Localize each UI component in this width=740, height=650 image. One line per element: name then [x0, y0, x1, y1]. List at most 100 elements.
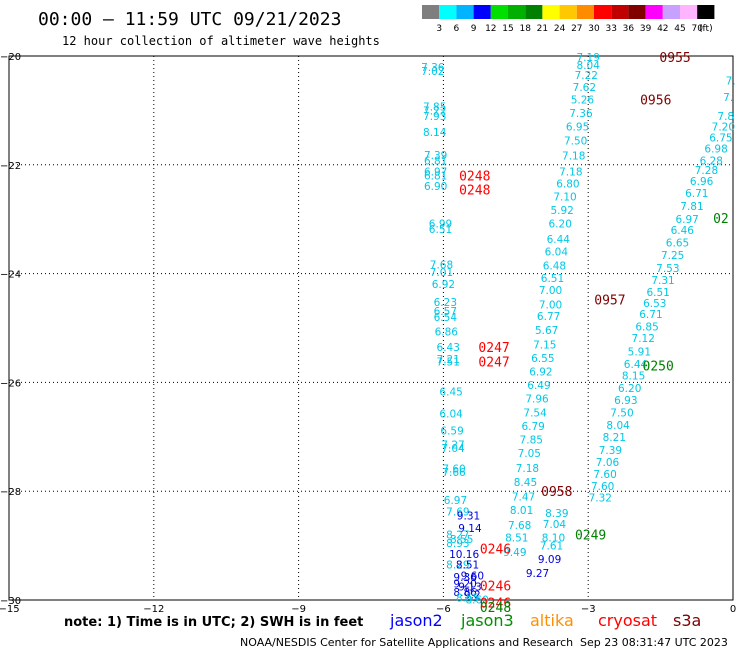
- x-tick-label: −6: [436, 604, 451, 615]
- wave-height-label: 6.92: [529, 367, 552, 379]
- wave-height-label: 6.90: [424, 181, 447, 193]
- color-scale-legend: 3 6 9 12 15 18 21 24 27 30 33 36 39 42 45 70(ft): [422, 5, 715, 34]
- wave-height-label: 6.28: [700, 155, 723, 167]
- wave-height-label: 7.12: [632, 333, 655, 345]
- wave-height-label: 8.21: [603, 432, 626, 444]
- wave-height-label: 9.60: [461, 571, 484, 583]
- wave-height-label: 7.66: [442, 467, 466, 479]
- wave-height-label: 7.10: [553, 191, 576, 203]
- wave-height-label: 7.96: [525, 394, 549, 406]
- wave-height-label: 8.15: [622, 370, 645, 382]
- wave-height-label: 6.44: [624, 359, 648, 371]
- wave-height-label: 5.67: [535, 325, 558, 337]
- wave-height-label: 6.71: [685, 188, 708, 200]
- legend-label: 27: [571, 24, 582, 34]
- wave-height-label: 7.47: [512, 492, 535, 504]
- wave-height-label: 6.46: [671, 225, 695, 237]
- y-tick-label: −30: [0, 596, 21, 607]
- wave-height-label: 6.98: [704, 143, 727, 155]
- wave-height-label: 9.20: [453, 579, 476, 591]
- legend-swatch: [422, 5, 440, 19]
- wave-height-label: 7.: [726, 75, 736, 87]
- legend-swatch: [680, 5, 698, 19]
- wave-height-label: 6.51: [646, 287, 669, 299]
- wave-height-label: 6.54: [434, 312, 458, 324]
- track-id-label: 0246: [480, 579, 511, 594]
- wave-height-label: 6.75: [709, 133, 732, 145]
- wave-height-label: 9.31: [457, 511, 480, 523]
- track-id-label: 02: [713, 212, 729, 227]
- wave-height-label: 7.50: [610, 407, 633, 419]
- chart-title: 00:00 – 11:59 UTC 09/21/2023: [38, 9, 341, 30]
- wave-height-label: 6.80: [556, 178, 579, 190]
- wave-height-label: 7.18: [516, 463, 539, 475]
- wave-height-label: 7.04: [441, 443, 465, 455]
- wave-height-label: 7.54: [523, 407, 547, 419]
- x-tick-label: −3: [581, 604, 596, 615]
- legend-swatch: [559, 5, 577, 19]
- wave-height-label: 6.04: [439, 408, 463, 420]
- track-id-label: 0246: [480, 597, 511, 612]
- wave-height-label: 7.36: [569, 108, 593, 120]
- wave-height-label: 7.39: [599, 445, 622, 457]
- track-id-label: 0246: [480, 542, 511, 557]
- wave-height-label: 7.51: [437, 357, 460, 369]
- plot-grid: [9, 56, 733, 600]
- wave-height-label: 7.22: [423, 105, 446, 117]
- wave-height-label: 7.: [723, 92, 733, 104]
- wave-height-label: 10.16: [449, 549, 479, 561]
- wave-height-label: 8.29: [446, 560, 469, 572]
- wave-height-label: 6.79: [521, 421, 544, 433]
- footer-credit: NOAA/NESDIS Center for Satellite Applica…: [240, 636, 573, 649]
- track-id-label: 0249: [575, 529, 606, 544]
- wave-height-label: 7.68: [430, 259, 453, 271]
- legend-swatch: [456, 5, 474, 19]
- wave-height-label: 5.26: [571, 95, 595, 107]
- wave-height-label: 8.01: [510, 505, 533, 517]
- wave-height-label: 6.20: [618, 383, 641, 395]
- legend-label: (ft): [699, 24, 713, 34]
- wave-height-label: 7.32: [589, 493, 612, 505]
- wave-height-label: 6.04: [545, 246, 569, 258]
- wave-height-label: 7.62: [573, 82, 596, 94]
- wave-height-label: 6.97: [444, 495, 467, 507]
- wave-height-label: 7.60: [442, 463, 465, 475]
- y-tick-label: −26: [0, 378, 21, 389]
- wave-height-label: 6.97: [675, 214, 698, 226]
- legend-label: 36: [623, 24, 635, 34]
- wave-height-label: 8.60: [465, 594, 488, 606]
- wave-height-label: 6.96: [690, 176, 714, 188]
- wave-height-label: 6.92: [432, 279, 455, 291]
- wave-height-label: 6.77: [537, 311, 560, 323]
- wave-height-label: 9.09: [538, 554, 561, 566]
- legend-swatch: [594, 5, 612, 19]
- legend-label: 21: [537, 24, 548, 34]
- wave-height-label: 6.65: [666, 238, 689, 250]
- wave-height-label: 7.21: [437, 354, 460, 366]
- wave-height-label: 7.20: [712, 122, 735, 134]
- wave-height-label: 6.48: [543, 260, 566, 272]
- wave-height-label: 7.28: [695, 165, 718, 177]
- legend-label: 45: [674, 24, 685, 34]
- wave-height-label: 6.49: [527, 380, 550, 392]
- wave-height-points: 7.367.027.857.227.938.147.396.816.976.81…: [421, 52, 736, 606]
- wave-height-label: 7.19: [577, 52, 600, 64]
- wave-height-label: 8.51: [505, 532, 528, 544]
- legend-label: 12: [485, 24, 496, 34]
- legend-swatch: [508, 5, 526, 19]
- wave-height-label: 7.05: [518, 448, 541, 460]
- wave-height-label: 8.51: [456, 560, 479, 572]
- wave-height-label: 5.92: [550, 205, 573, 217]
- legend-label: 3: [436, 24, 442, 34]
- wave-height-label: 5.91: [628, 346, 651, 358]
- legend-label: 9: [471, 24, 477, 34]
- track-id-label: 0956: [640, 94, 671, 109]
- satellite-name: altika: [530, 611, 574, 630]
- wave-height-label: 7.85: [520, 435, 543, 447]
- wave-height-label: 7.18: [559, 166, 582, 178]
- wave-height-label: 7.15: [533, 339, 556, 351]
- legend-swatch: [490, 5, 508, 19]
- wave-height-label: 8.55: [450, 534, 473, 546]
- x-tick-label: 0: [730, 604, 736, 615]
